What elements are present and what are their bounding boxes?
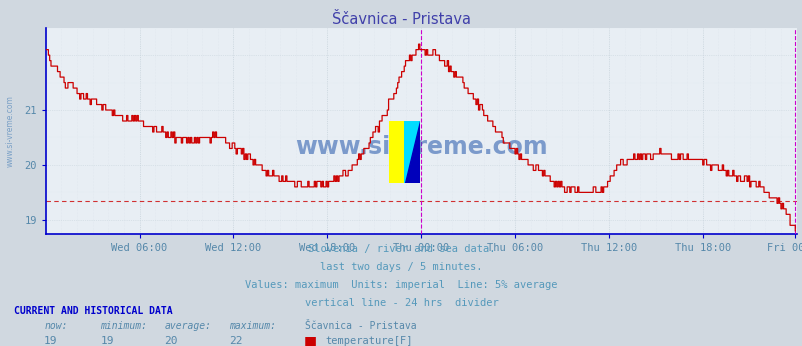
Text: CURRENT AND HISTORICAL DATA: CURRENT AND HISTORICAL DATA — [14, 306, 173, 316]
Text: Ščavnica - Pristava: Ščavnica - Pristava — [331, 12, 471, 27]
Polygon shape — [404, 121, 419, 183]
Text: vertical line - 24 hrs  divider: vertical line - 24 hrs divider — [304, 298, 498, 308]
Text: 22: 22 — [229, 336, 242, 346]
Polygon shape — [404, 121, 419, 183]
Text: Slovenia / river and sea data.: Slovenia / river and sea data. — [307, 244, 495, 254]
Text: last two days / 5 minutes.: last two days / 5 minutes. — [320, 262, 482, 272]
Text: now:: now: — [44, 321, 67, 331]
Text: www.si-vreme.com: www.si-vreme.com — [6, 95, 14, 167]
Text: minimum:: minimum: — [100, 321, 148, 331]
Text: temperature[F]: temperature[F] — [325, 336, 412, 346]
Text: www.si-vreme.com: www.si-vreme.com — [294, 135, 547, 159]
Text: 19: 19 — [44, 336, 58, 346]
Text: 19: 19 — [100, 336, 114, 346]
Text: Values: maximum  Units: imperial  Line: 5% average: Values: maximum Units: imperial Line: 5%… — [245, 280, 557, 290]
Text: 20: 20 — [164, 336, 178, 346]
Polygon shape — [389, 121, 404, 183]
Text: ■: ■ — [303, 334, 316, 346]
Text: maximum:: maximum: — [229, 321, 276, 331]
Text: average:: average: — [164, 321, 212, 331]
Text: Ščavnica - Pristava: Ščavnica - Pristava — [305, 321, 416, 331]
